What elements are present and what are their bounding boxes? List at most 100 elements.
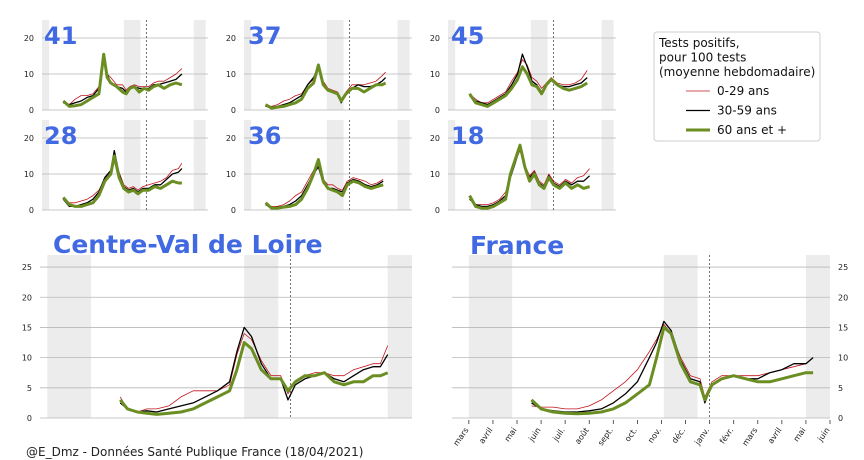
shaded-period-1 [448,20,456,110]
x-tick-label: mars [740,426,759,448]
shaded-period-3 [193,120,206,210]
y-tick-label: 0 [435,206,440,215]
shaded-period-2 [530,120,548,210]
shaded-period-2 [663,255,698,418]
legend-entry-label: 60 ans et + [717,123,787,137]
x-tick-label: juin [815,426,831,444]
y-tick-label: 0 [435,106,440,115]
panel-7: 0 5 10 15 20 25 Centre-Val de Loire [22,230,412,423]
x-tick-label: déc. [669,425,687,445]
shaded-period-3 [397,120,410,210]
shaded-period-2 [244,255,279,418]
panel-6: 0 10 20 18 [430,120,616,215]
series-line-60-ans-et- [62,52,183,108]
series-line-30-59-ans [62,149,183,208]
x-tick-label: févr. [717,425,735,445]
panel-title: 37 [248,22,281,50]
panel-1: 0 10 20 41 [24,20,208,115]
shaded-period-1 [42,20,50,110]
series-line-60-ans-et- [119,341,389,416]
panel-title: 36 [248,122,281,150]
series-line-0-29-ans [469,59,588,104]
y-tick-label: 20 [226,34,236,43]
shaded-period-2 [326,120,344,210]
x-tick-label: mai [503,426,519,443]
x-tick-label: août [573,426,591,446]
panel-title: France [470,231,564,260]
series-line-60-ans-et- [264,63,387,110]
series-line-60-ans-et- [468,143,591,210]
y-tick-label: 20 [22,293,32,302]
panel-5: 0 10 20 36 [226,120,412,215]
y-tick-label: 0 [838,414,843,423]
panel-8: 0 5 10 15 20 25 France [452,231,848,423]
shaded-period-3 [601,20,614,110]
y-tick-label: 20 [838,293,848,302]
shaded-period-2 [326,20,344,110]
panel-title: 18 [451,122,484,150]
y-tick-label: 10 [838,354,848,363]
y-tick-label: 10 [226,170,236,179]
y-tick-label: 10 [24,170,34,179]
y-tick-label: 10 [22,354,32,363]
footer-credit: @E_Dmz - Données Santé Publique France (… [26,445,363,459]
y-tick-label: 20 [24,134,34,143]
shaded-period-3 [805,255,830,418]
series-line-30-59-ans [119,326,389,413]
y-tick-label: 20 [430,134,440,143]
y-tick-label: 5 [838,384,843,393]
x-tick-label: sept. [596,426,615,447]
shaded-period-3 [387,255,412,418]
x-tick-label: mai [792,426,808,443]
shaded-period-1 [448,120,456,210]
shaded-period-1 [244,20,252,110]
y-tick-label: 10 [24,70,34,79]
legend-title-line: pour 100 tests [659,51,746,65]
y-tick-label: 10 [430,70,440,79]
panel-2: 0 10 20 37 [226,20,412,115]
series-line-0-29-ans [469,150,590,205]
y-tick-label: 0 [29,106,34,115]
y-tick-label: 25 [838,263,848,272]
series-line-60-ans-et- [264,158,384,210]
shaded-period-1 [47,255,92,418]
series-line-0-29-ans [63,155,183,204]
y-tick-label: 0 [27,414,32,423]
x-tick-label: juil. [551,426,567,444]
x-tick-label: avril [766,426,783,445]
y-tick-label: 10 [226,70,236,79]
shaded-period-2 [123,20,141,110]
y-tick-label: 25 [22,263,32,272]
legend-box [653,31,821,142]
x-tick-label: mars [452,426,471,448]
y-tick-label: 20 [24,34,34,43]
x-tick-label: juin [526,426,542,444]
legend-entry-label: 30-59 ans [717,104,777,118]
y-tick-label: 15 [838,323,848,332]
x-tick-label: janv. [692,426,711,447]
panel-title: 45 [451,22,484,50]
panel-title: 41 [44,22,77,50]
y-tick-label: 10 [430,170,440,179]
shaded-period-2 [123,120,141,210]
y-tick-label: 0 [231,206,236,215]
series-line-30-59-ans [469,53,588,106]
series-line-60-ans-et- [468,65,588,108]
x-tick-label: oct. [623,426,639,443]
legend-title-line: (moyenne hebdomadaire) [659,65,815,79]
series-line-60-ans-et- [62,154,182,208]
panel-title: Centre-Val de Loire [53,230,323,259]
series-line-0-29-ans [63,59,183,105]
shaded-period-1 [42,120,50,210]
shaded-period-1 [468,255,513,418]
shaded-period-1 [244,120,252,210]
legend-title-line: Tests positifs, [658,36,740,50]
x-tick-label: avril [477,426,494,445]
series-line-60-ans-et- [530,325,814,416]
y-tick-label: 0 [231,106,236,115]
y-tick-label: 0 [29,206,34,215]
y-tick-label: 20 [226,134,236,143]
x-tick-label: nov. [646,426,663,445]
y-tick-label: 5 [27,384,32,393]
